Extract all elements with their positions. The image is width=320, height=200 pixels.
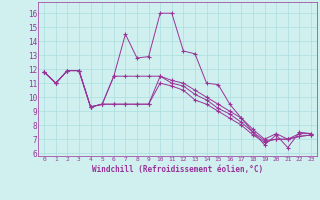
X-axis label: Windchill (Refroidissement éolien,°C): Windchill (Refroidissement éolien,°C)	[92, 165, 263, 174]
